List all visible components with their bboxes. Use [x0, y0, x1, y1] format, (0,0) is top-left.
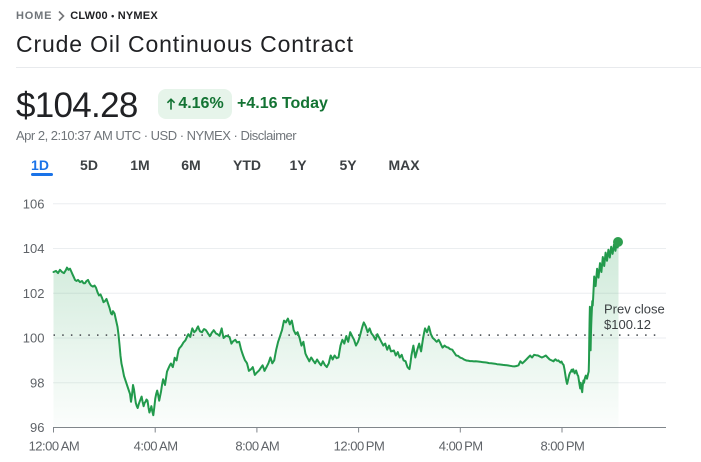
- svg-text:12:00 AM: 12:00 AM: [29, 439, 80, 454]
- svg-text:104: 104: [23, 241, 45, 256]
- svg-text:$100.12: $100.12: [604, 317, 651, 332]
- svg-text:98: 98: [30, 375, 44, 390]
- svg-text:102: 102: [23, 286, 45, 301]
- svg-text:8:00 PM: 8:00 PM: [540, 439, 584, 454]
- svg-text:4:00 AM: 4:00 AM: [134, 439, 178, 454]
- svg-text:12:00 PM: 12:00 PM: [334, 439, 385, 454]
- svg-text:96: 96: [30, 420, 44, 435]
- svg-text:Prev close: Prev close: [604, 302, 665, 317]
- svg-text:8:00 AM: 8:00 AM: [235, 439, 279, 454]
- svg-text:106: 106: [23, 196, 45, 211]
- svg-text:100: 100: [23, 331, 45, 346]
- svg-text:4:00 PM: 4:00 PM: [439, 439, 483, 454]
